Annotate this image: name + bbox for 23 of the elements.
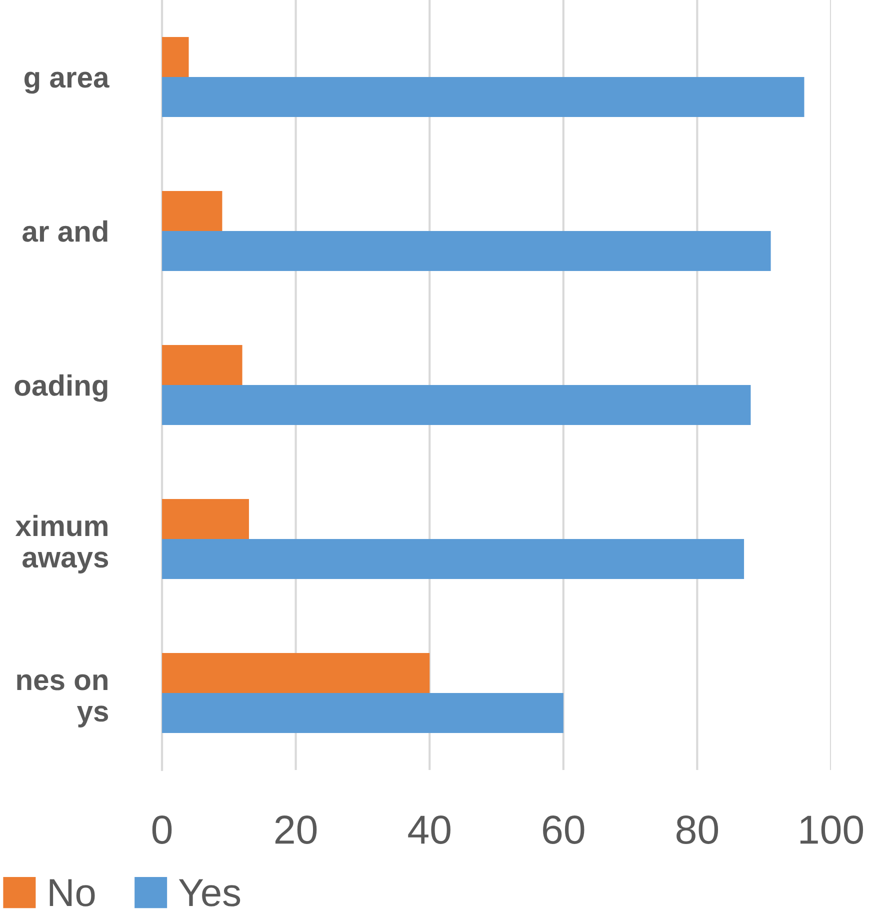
bar (162, 498, 249, 539)
x-tick-label: 100 (800, 816, 864, 844)
y-tick-label: ar and (22, 220, 108, 242)
bar (162, 77, 804, 118)
bar (162, 385, 751, 426)
bar (162, 36, 189, 77)
x-tick-label: 0 (152, 816, 172, 844)
x-tick-label: 40 (408, 816, 450, 844)
legend-label: Yes (178, 879, 240, 906)
x-tick-label: 80 (676, 816, 718, 844)
bar (162, 190, 222, 231)
bar (162, 539, 744, 580)
bar (162, 231, 771, 272)
y-tick-label: g area (24, 72, 110, 94)
x-tick-label: 60 (543, 816, 584, 844)
legend-label: No (50, 879, 95, 906)
bar (162, 693, 564, 734)
bar (162, 652, 430, 693)
y-tick-label: oading (14, 374, 108, 402)
y-tick-label: nes on ys (17, 674, 108, 728)
y-tick-label: ximum aways (15, 514, 108, 574)
bar (162, 344, 242, 385)
x-tick-label: 20 (275, 816, 317, 844)
